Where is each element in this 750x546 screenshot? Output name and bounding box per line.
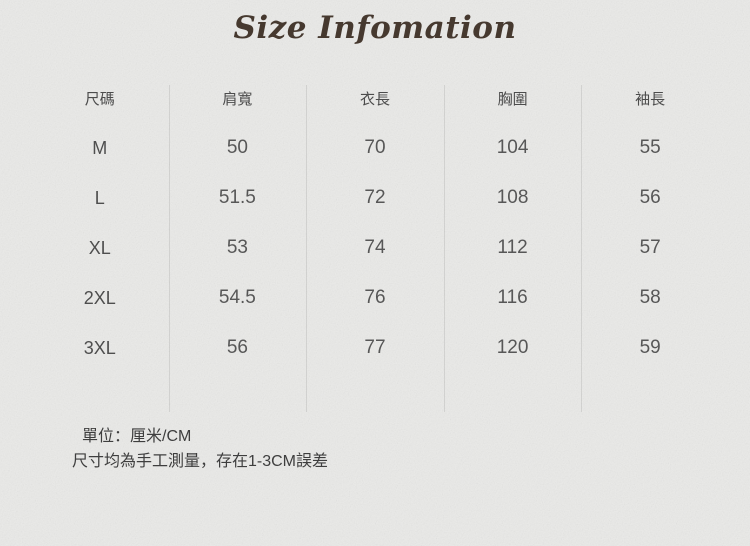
size-value: 53 — [226, 237, 248, 258]
size-value: 56 — [226, 337, 248, 358]
table-header-row: 尺碼 肩寬 衣長 胸圍 袖長 — [31, 85, 719, 111]
size-value: 76 — [364, 287, 386, 308]
column-divider — [168, 85, 170, 412]
notes: 單位：厘米/CM 尺寸均為手工測量，存在1-3CM誤差 — [72, 424, 328, 474]
column-divider — [443, 85, 445, 412]
size-value: 74 — [364, 237, 386, 258]
size-value: 58 — [639, 287, 661, 308]
column-header: 衣長 — [359, 90, 390, 108]
table-row: 3XL 56 77 120 59 — [31, 323, 719, 373]
table-body: M 50 70 104 55 L 51.5 72 108 56 XL 53 74 112 57 2XL 54.5… — [31, 123, 719, 373]
size-value: 77 — [364, 337, 386, 358]
size-label: M — [92, 137, 108, 158]
column-header: 袖長 — [635, 90, 666, 108]
note-unit: 單位：厘米/CM — [82, 428, 192, 445]
table-row: XL 53 74 112 57 — [31, 223, 719, 273]
size-value: 56 — [639, 187, 661, 208]
column-divider — [581, 85, 583, 412]
table-row: L 51.5 72 108 56 — [31, 173, 719, 223]
size-value: 55 — [639, 137, 661, 158]
note-disclaimer: 尺寸均為手工測量，存在1-3CM誤差 — [72, 453, 329, 470]
column-header: 胸圍 — [497, 90, 528, 108]
size-value: 57 — [639, 237, 661, 258]
size-label: L — [94, 187, 105, 208]
size-value: 104 — [496, 137, 529, 158]
size-value: 50 — [226, 137, 248, 158]
page-title: Size Infomation — [233, 10, 517, 46]
size-value: 59 — [639, 337, 661, 358]
size-value: 54.5 — [218, 287, 256, 308]
size-value: 51.5 — [218, 187, 256, 208]
size-table: 尺碼 肩寬 衣長 胸圍 袖長 M 50 70 104 55 L 51.5 72 108 56 XL 53 74 1… — [31, 85, 719, 412]
column-divider — [306, 85, 308, 412]
size-label: XL — [88, 237, 111, 258]
size-label: 2XL — [83, 287, 116, 308]
column-header: 尺碼 — [84, 90, 115, 108]
column-header: 肩寬 — [222, 90, 253, 108]
size-value: 70 — [364, 137, 386, 158]
size-value: 108 — [496, 187, 529, 208]
size-label: 3XL — [83, 337, 116, 358]
size-value: 112 — [497, 237, 528, 258]
size-value: 72 — [364, 187, 386, 208]
size-value: 116 — [497, 287, 528, 308]
table-row: 2XL 54.5 76 116 58 — [31, 273, 719, 323]
size-value: 120 — [496, 337, 529, 358]
table-row: M 50 70 104 55 — [31, 123, 719, 173]
